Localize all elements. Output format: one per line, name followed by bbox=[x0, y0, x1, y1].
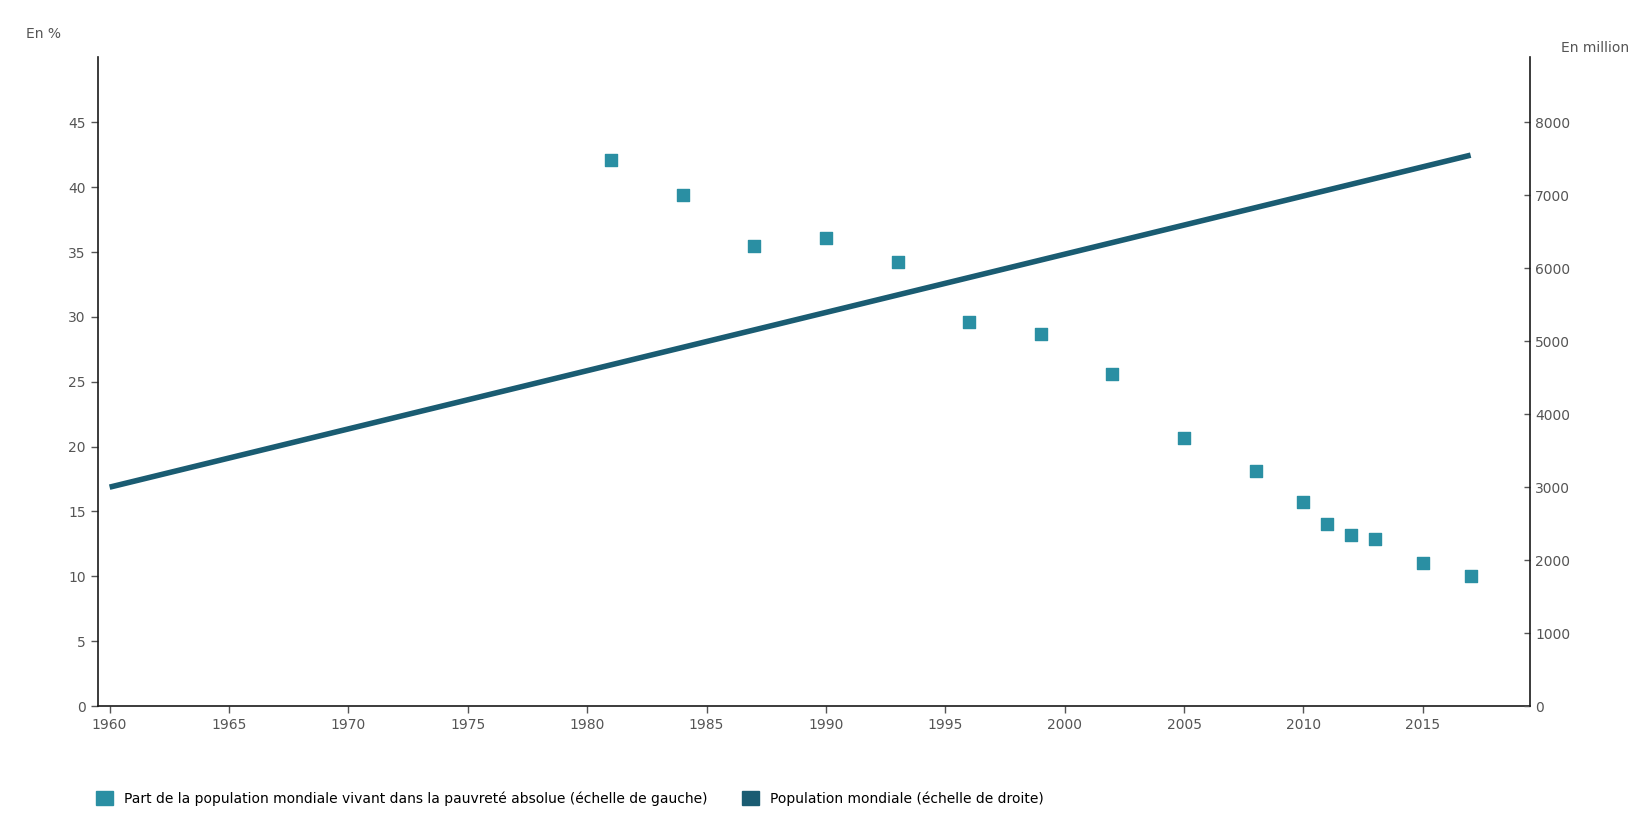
Point bbox=[1314, 518, 1340, 531]
Point bbox=[884, 256, 910, 269]
Point bbox=[597, 154, 624, 167]
Point bbox=[1291, 496, 1317, 509]
Point bbox=[669, 188, 695, 201]
Point bbox=[1338, 528, 1364, 541]
Legend: Part de la population mondiale vivant dans la pauvreté absolue (échelle de gauch: Part de la population mondiale vivant da… bbox=[96, 791, 1044, 806]
Point bbox=[1171, 431, 1197, 444]
Point bbox=[1027, 328, 1053, 341]
Point bbox=[1363, 532, 1389, 545]
Y-axis label: En %: En % bbox=[26, 27, 60, 41]
Point bbox=[1457, 570, 1483, 583]
Y-axis label: En millions: En millions bbox=[1561, 41, 1628, 55]
Point bbox=[812, 232, 838, 245]
Point bbox=[1099, 368, 1125, 381]
Point bbox=[956, 315, 982, 328]
Point bbox=[1410, 557, 1436, 570]
Point bbox=[1242, 465, 1268, 478]
Point bbox=[741, 239, 767, 252]
